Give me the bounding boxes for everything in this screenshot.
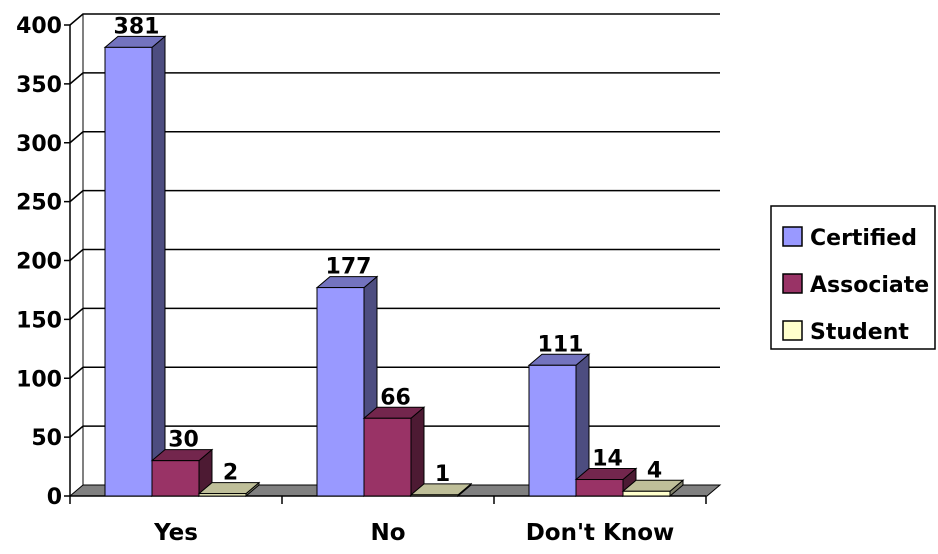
bar-associate-no: [362, 406, 426, 498]
y-tick-label: 300: [16, 132, 62, 157]
legend-swatch-student: [782, 320, 803, 341]
bar-associate-don-t-know: [574, 467, 638, 498]
y-axis-ticks: 0 50 100 150 200 250 300 350 400: [16, 14, 70, 510]
bar-front: [363, 417, 412, 497]
bar-certified-don-t-know: [527, 353, 591, 498]
data-label: 1: [435, 462, 450, 487]
bar-front: [575, 479, 624, 497]
x-axis-labels: Yes No Don't Know: [153, 520, 674, 546]
y-tick-label: 200: [16, 250, 62, 275]
y-tick-label: 0: [47, 485, 62, 510]
bar-student-yes: [197, 481, 261, 498]
data-label: 4: [647, 458, 662, 483]
data-label: 381: [114, 14, 160, 39]
bar-front: [104, 46, 153, 497]
bar-side: [151, 35, 166, 498]
data-label: 111: [538, 332, 584, 357]
y-tick-label: 50: [31, 426, 62, 451]
gridline: [69, 307, 720, 320]
bar-front: [528, 364, 577, 497]
legend-label-student: Student: [810, 320, 909, 345]
legend: Certified Associate Student: [770, 205, 936, 350]
bar-front: [151, 460, 200, 497]
bar-front: [622, 490, 671, 497]
gridline: [69, 248, 720, 262]
legend-label-certified: Certified: [810, 226, 917, 251]
y-tick-label: 350: [16, 73, 62, 98]
data-label: 2: [223, 461, 238, 486]
y-tick-label: 100: [16, 367, 62, 392]
x-tick-label: Don't Know: [526, 520, 675, 546]
y-tick-label: 150: [16, 308, 62, 333]
gridline: [69, 13, 720, 26]
x-tick-label: No: [370, 520, 405, 546]
legend-swatch-associate: [782, 273, 803, 294]
gridlines: [69, 13, 720, 438]
y-tick-label: 400: [16, 14, 62, 39]
legend-swatch-certified: [782, 226, 803, 247]
data-label: 66: [380, 385, 411, 410]
bar-associate-yes: [150, 448, 214, 498]
bars: [103, 35, 685, 498]
bar-front: [410, 494, 459, 497]
gridline: [69, 131, 720, 144]
bar-student-don-t-know: [621, 479, 685, 498]
gridline: [69, 189, 720, 203]
gridline: [69, 366, 720, 379]
gridline: [69, 425, 720, 438]
x-tick-label: Yes: [153, 520, 198, 546]
legend-label-associate: Associate: [810, 273, 929, 298]
gridline: [69, 72, 720, 85]
data-label: 177: [326, 255, 372, 280]
bar-certified-yes: [103, 35, 167, 498]
bar-side: [410, 406, 425, 498]
bar-front: [316, 287, 365, 497]
data-label: 14: [592, 447, 623, 472]
data-label: 30: [168, 428, 199, 453]
y-tick-label: 250: [16, 191, 62, 216]
bar-student-no: [409, 482, 473, 498]
bar-front: [198, 493, 247, 497]
